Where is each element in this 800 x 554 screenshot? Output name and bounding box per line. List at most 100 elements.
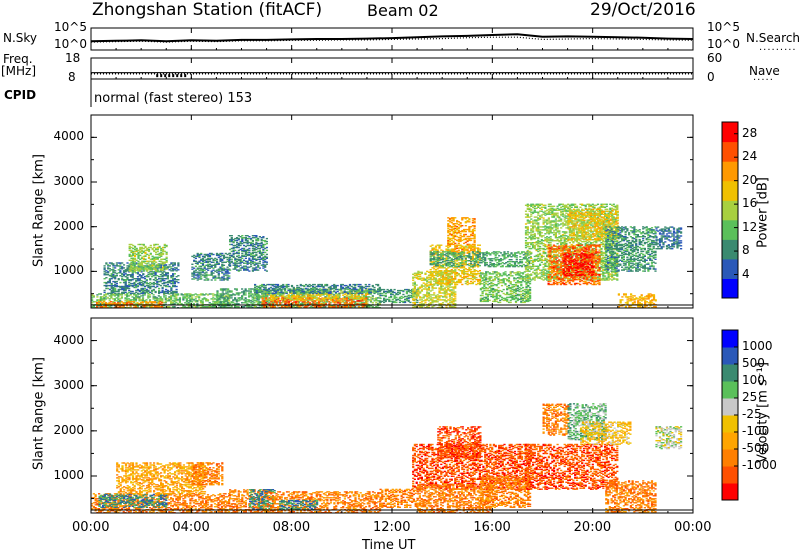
power-cell <box>177 294 180 296</box>
power-cell <box>110 305 113 307</box>
power-cell <box>122 274 126 276</box>
power-cell <box>239 267 242 269</box>
power-cell <box>189 294 192 296</box>
power-cell <box>222 269 226 271</box>
power-cell <box>227 302 230 304</box>
nsky-trace <box>90 33 694 43</box>
power-cell <box>207 257 210 260</box>
power-cell <box>141 299 145 301</box>
power-cell <box>153 260 156 262</box>
power-cell <box>215 261 219 263</box>
power-cell <box>441 285 445 287</box>
power-cell <box>215 302 218 304</box>
power-cell <box>110 295 113 297</box>
power-cell <box>189 296 192 298</box>
power-cell <box>235 300 238 302</box>
power-cell <box>191 268 194 270</box>
power-cell <box>191 306 194 308</box>
power-cell <box>254 297 257 299</box>
power-cell <box>170 286 173 289</box>
power-cell <box>224 256 227 259</box>
power-cell <box>163 282 166 285</box>
power-cell <box>232 247 235 250</box>
power-cell <box>147 276 150 278</box>
power-cell <box>138 283 141 286</box>
power-cell <box>251 256 254 258</box>
power-cell <box>203 259 206 262</box>
power-cell <box>165 252 168 255</box>
power-cell <box>237 256 240 258</box>
power-cell <box>165 273 168 275</box>
power-cell <box>264 265 267 267</box>
power-cell <box>124 289 127 292</box>
power-cell <box>119 285 122 288</box>
power-cell <box>251 297 254 299</box>
power-cell <box>234 246 237 249</box>
power-cell <box>166 300 169 302</box>
power-cell <box>282 288 285 290</box>
power-cell <box>354 294 357 296</box>
power-cell <box>205 260 208 262</box>
power-cell <box>98 302 101 304</box>
power-cell <box>354 301 357 303</box>
power-cell <box>320 301 323 303</box>
power-cell <box>218 305 221 307</box>
power-cell <box>221 290 224 292</box>
power-cell <box>329 305 332 307</box>
power-cell <box>201 260 205 262</box>
power-cell <box>187 300 190 302</box>
power-cell <box>150 292 154 295</box>
power-cell <box>292 286 295 289</box>
power-cell <box>156 268 159 270</box>
power-cell <box>165 265 168 267</box>
power-cell <box>146 260 149 262</box>
power-cell <box>222 279 226 281</box>
power-cell <box>112 298 115 300</box>
power-cell <box>105 274 108 276</box>
power-cell <box>161 301 164 303</box>
power-cell <box>148 296 152 298</box>
power-cell <box>263 298 266 300</box>
power-cell <box>409 301 412 304</box>
power-cell <box>158 291 161 294</box>
power-cell <box>219 258 222 261</box>
power-cell <box>207 255 210 258</box>
power-cell <box>244 301 247 303</box>
power-cell <box>172 292 175 295</box>
power-cell <box>92 296 95 298</box>
power-cell <box>137 263 140 265</box>
power-cell <box>140 295 143 297</box>
power-cell <box>135 266 138 268</box>
power-cell <box>184 302 187 304</box>
power-cell <box>210 279 213 281</box>
power-cell <box>357 294 360 296</box>
power-cell <box>201 298 204 300</box>
power-cell <box>165 257 168 259</box>
power-cell <box>207 258 210 261</box>
power-cell <box>222 273 226 275</box>
power-cell <box>221 279 224 281</box>
power-cell <box>153 263 156 265</box>
power-cell <box>196 303 199 305</box>
power-cell <box>134 306 137 308</box>
power-cell <box>246 266 249 268</box>
power-cell <box>336 298 339 300</box>
power-cell <box>217 263 220 265</box>
power-cell <box>328 303 331 305</box>
power-cell <box>112 270 115 272</box>
power-cell <box>119 294 122 296</box>
power-cell <box>119 270 122 272</box>
power-cell <box>149 271 152 273</box>
power-cell <box>134 294 138 296</box>
power-cell <box>350 305 353 307</box>
power-cell <box>239 242 242 245</box>
power-cell <box>112 284 115 287</box>
power-cell <box>262 265 265 267</box>
power-cell <box>260 251 263 254</box>
power-cell <box>156 257 159 259</box>
power-cell <box>156 247 159 250</box>
power-cell <box>155 253 158 256</box>
power-cell <box>297 294 301 296</box>
power-cell <box>173 300 176 302</box>
power-cell <box>147 267 151 269</box>
